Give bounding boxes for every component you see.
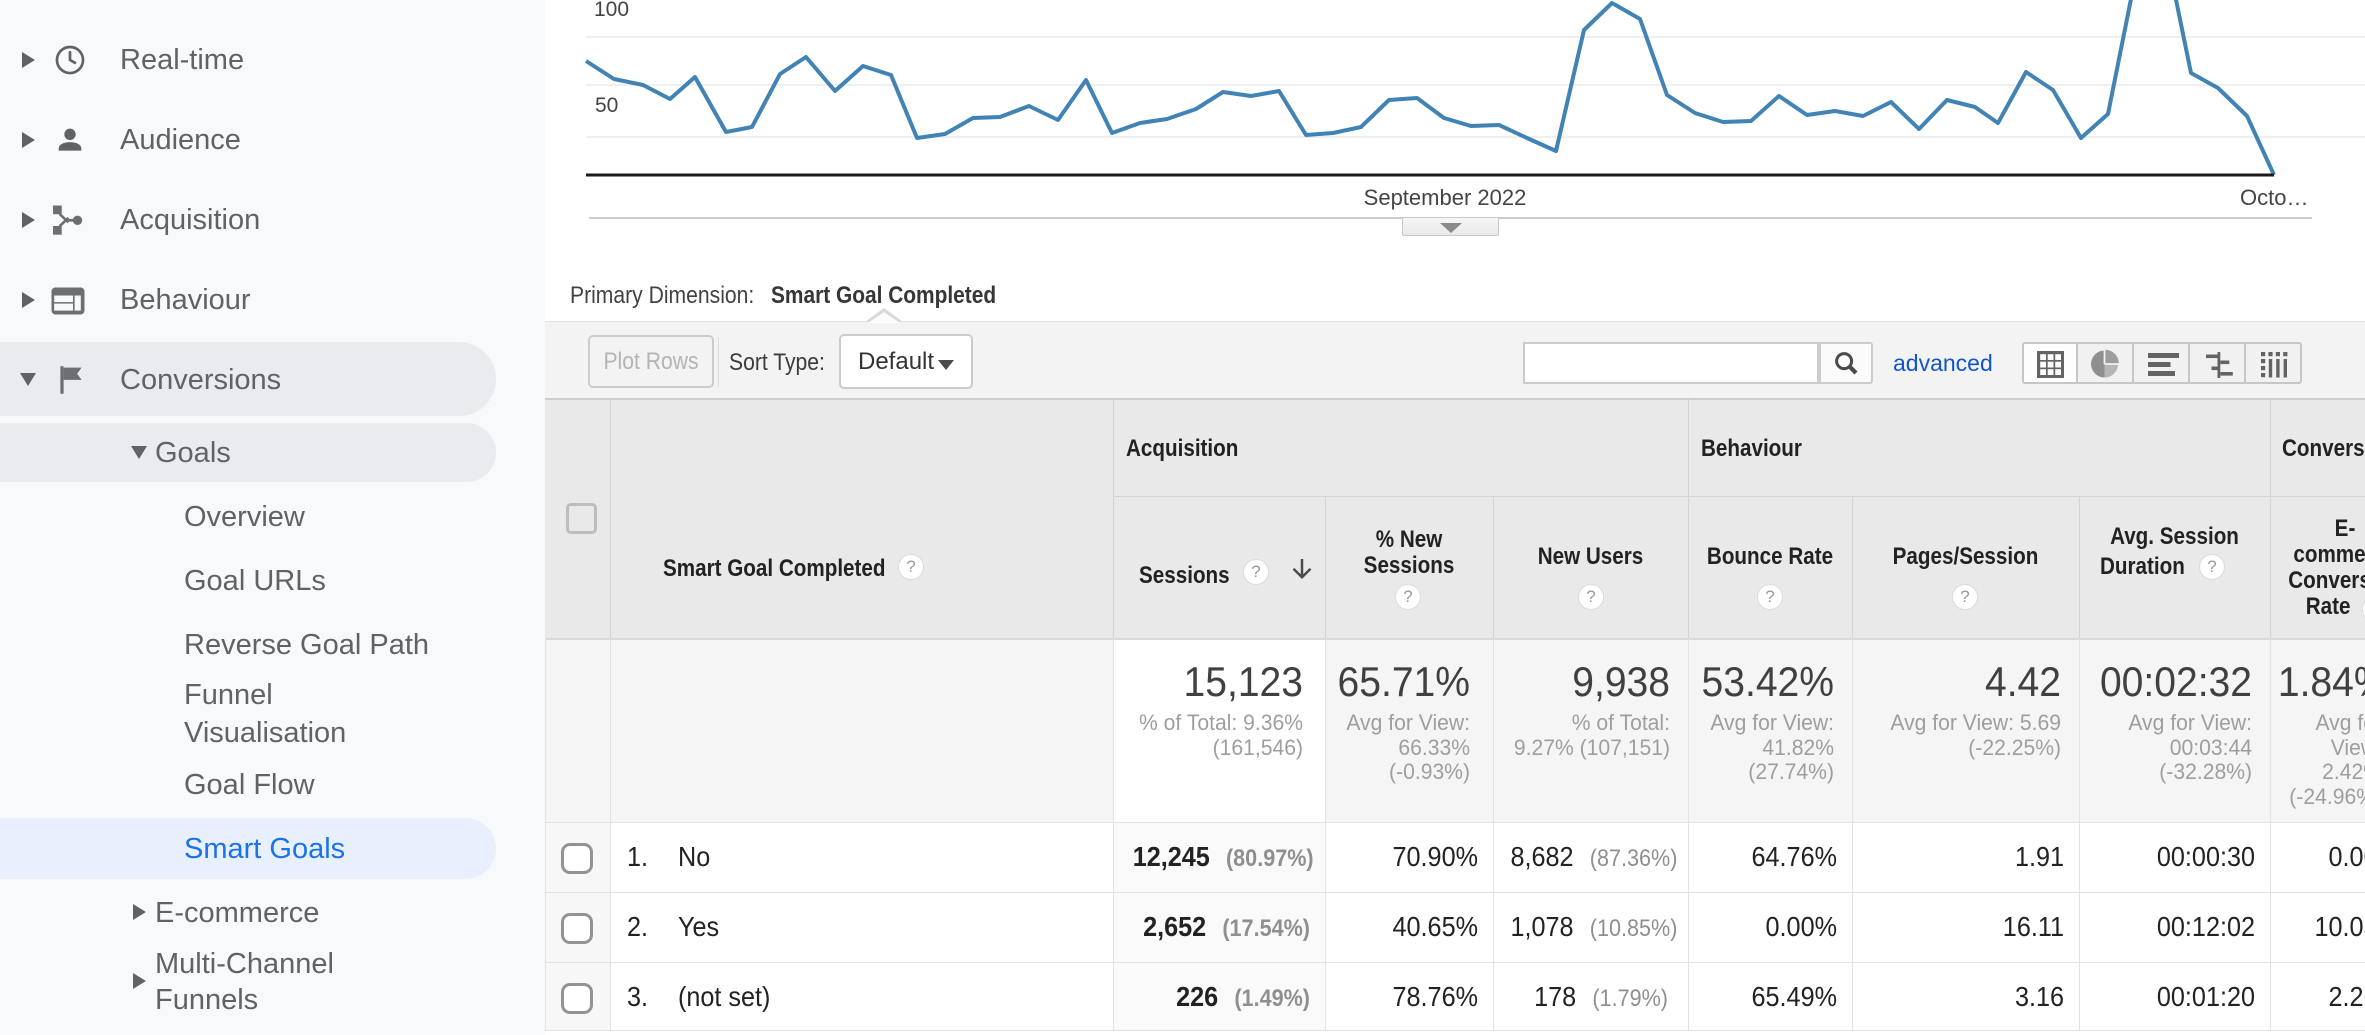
svg-text:September 2022: September 2022 [1364, 185, 1527, 210]
svg-text:Octo…: Octo… [2240, 185, 2308, 210]
svg-text:50: 50 [595, 94, 618, 117]
svg-text:100: 100 [594, 0, 629, 21]
